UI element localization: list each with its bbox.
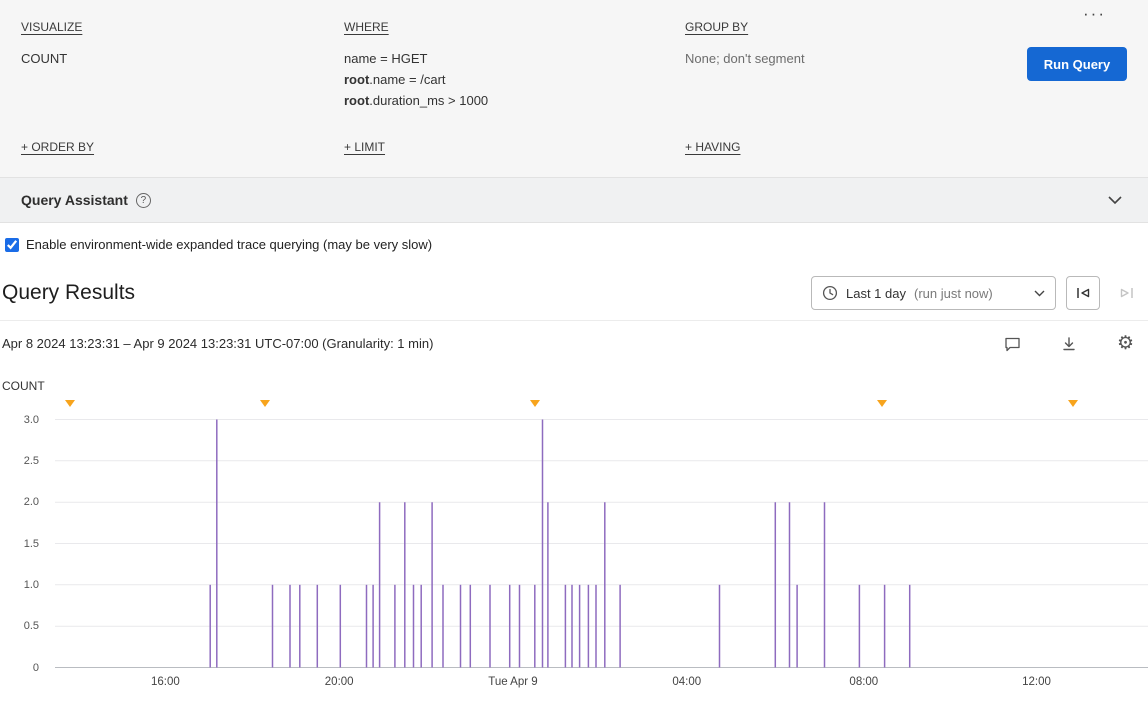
trace-marker-row <box>55 400 1148 408</box>
y-tick-label: 3.0 <box>23 413 39 426</box>
range-row: Apr 8 2024 13:23:31 – Apr 9 2024 13:23:3… <box>0 321 1148 353</box>
previous-query-button[interactable] <box>1066 276 1100 310</box>
help-icon[interactable]: ? <box>135 192 151 208</box>
add-order-by-link[interactable]: + ORDER BY <box>21 140 95 154</box>
where-clause-prefix: root <box>344 72 370 87</box>
x-tick-label: Tue Apr 9 <box>488 676 538 688</box>
where-clause-prefix: root <box>344 93 370 108</box>
query-assistant-title: Query Assistant <box>21 192 128 208</box>
page-title: Query Results <box>2 281 136 304</box>
where-clause[interactable]: root.name = /cart <box>344 69 488 90</box>
plot-area[interactable] <box>55 419 1148 668</box>
add-having-link[interactable]: + HAVING <box>685 140 741 154</box>
trace-marker-icon[interactable] <box>1067 400 1078 407</box>
time-range-dropdown[interactable]: Last 1 day (run just now) <box>811 276 1056 310</box>
trace-marker-icon[interactable] <box>529 400 540 407</box>
query-builder: VISUALIZE COUNT WHERE name = HGET root.n… <box>0 0 1148 177</box>
x-axis: 16:00 20:00 Tue Apr 9 04:00 08:00 12:00 <box>55 676 1148 692</box>
where-clause-text: name = HGET <box>344 51 428 66</box>
group-by-section: GROUP BY None; don't segment <box>685 20 805 69</box>
group-by-value[interactable]: None; don't segment <box>685 51 805 66</box>
add-clause-row: + ORDER BY + LIMIT + HAVING <box>0 140 1148 160</box>
visualize-header[interactable]: VISUALIZE <box>21 20 83 34</box>
y-axis: 0 0.5 1.0 1.5 2.0 2.5 3.0 <box>0 414 47 674</box>
time-range-note: (run just now) <box>914 285 993 301</box>
time-range-value: Last 1 day <box>846 285 906 301</box>
where-section: WHERE name = HGET root.name = /cart root… <box>344 20 488 111</box>
trace-marker-icon[interactable] <box>259 400 270 407</box>
where-clause-text: .duration_ms > 1000 <box>369 93 489 108</box>
expanded-trace-checkbox[interactable] <box>5 237 19 252</box>
trace-marker-icon[interactable] <box>65 400 76 407</box>
x-tick-label: 08:00 <box>849 676 879 688</box>
y-tick-label: 0 <box>32 661 39 674</box>
x-tick-label: 04:00 <box>672 676 702 688</box>
expanded-trace-option: Enable environment-wide expanded trace q… <box>0 223 1148 252</box>
y-tick-label: 2.0 <box>23 496 39 509</box>
y-tick-label: 2.5 <box>23 454 39 467</box>
range-icons: ⚙ <box>1004 334 1134 353</box>
where-clause[interactable]: root.duration_ms > 1000 <box>344 90 488 111</box>
add-limit-link[interactable]: + LIMIT <box>344 140 386 154</box>
next-query-button[interactable] <box>1110 276 1144 310</box>
download-icon[interactable] <box>1061 336 1077 352</box>
group-by-header[interactable]: GROUP BY <box>685 20 749 34</box>
y-tick-label: 0.5 <box>23 620 39 633</box>
y-tick-label: 1.5 <box>23 537 39 550</box>
x-tick-label: 16:00 <box>151 676 180 688</box>
x-tick-label: 12:00 <box>1022 676 1051 688</box>
run-query-button[interactable]: Run Query <box>1027 47 1127 81</box>
expanded-trace-label: Enable environment-wide expanded trace q… <box>26 237 433 252</box>
where-clause-text: .name = /cart <box>369 72 446 87</box>
trace-marker-icon[interactable] <box>877 400 888 407</box>
y-tick-label: 1.0 <box>23 578 39 591</box>
comment-icon[interactable] <box>1004 336 1021 352</box>
query-assistant-bar[interactable]: Query Assistant ? <box>0 177 1148 223</box>
results-controls: Last 1 day (run just now) <box>811 276 1144 310</box>
chart-ylabel: COUNT <box>2 379 45 393</box>
count-chart: COUNT 0 0.5 1.0 1.5 2.0 2.5 3.0 16:00 20:00 Tue … <box>0 379 1148 701</box>
visualize-value[interactable]: COUNT <box>21 51 68 66</box>
where-clause[interactable]: name = HGET <box>344 48 488 69</box>
count-series-svg <box>55 419 1148 668</box>
gear-icon[interactable]: ⚙ <box>1116 333 1134 354</box>
more-menu-button[interactable]: ··· <box>1083 4 1106 23</box>
x-tick-label: 20:00 <box>324 676 354 688</box>
clock-icon <box>822 285 838 301</box>
visualize-section: VISUALIZE COUNT <box>21 20 82 69</box>
chevron-down-icon <box>1034 290 1045 297</box>
results-header: Query Results Last 1 day (run just now) <box>0 276 1148 321</box>
chevron-down-icon[interactable] <box>1108 195 1122 205</box>
time-range-text: Apr 8 2024 13:23:31 – Apr 9 2024 13:23:3… <box>2 336 434 351</box>
where-header[interactable]: WHERE <box>344 20 389 34</box>
